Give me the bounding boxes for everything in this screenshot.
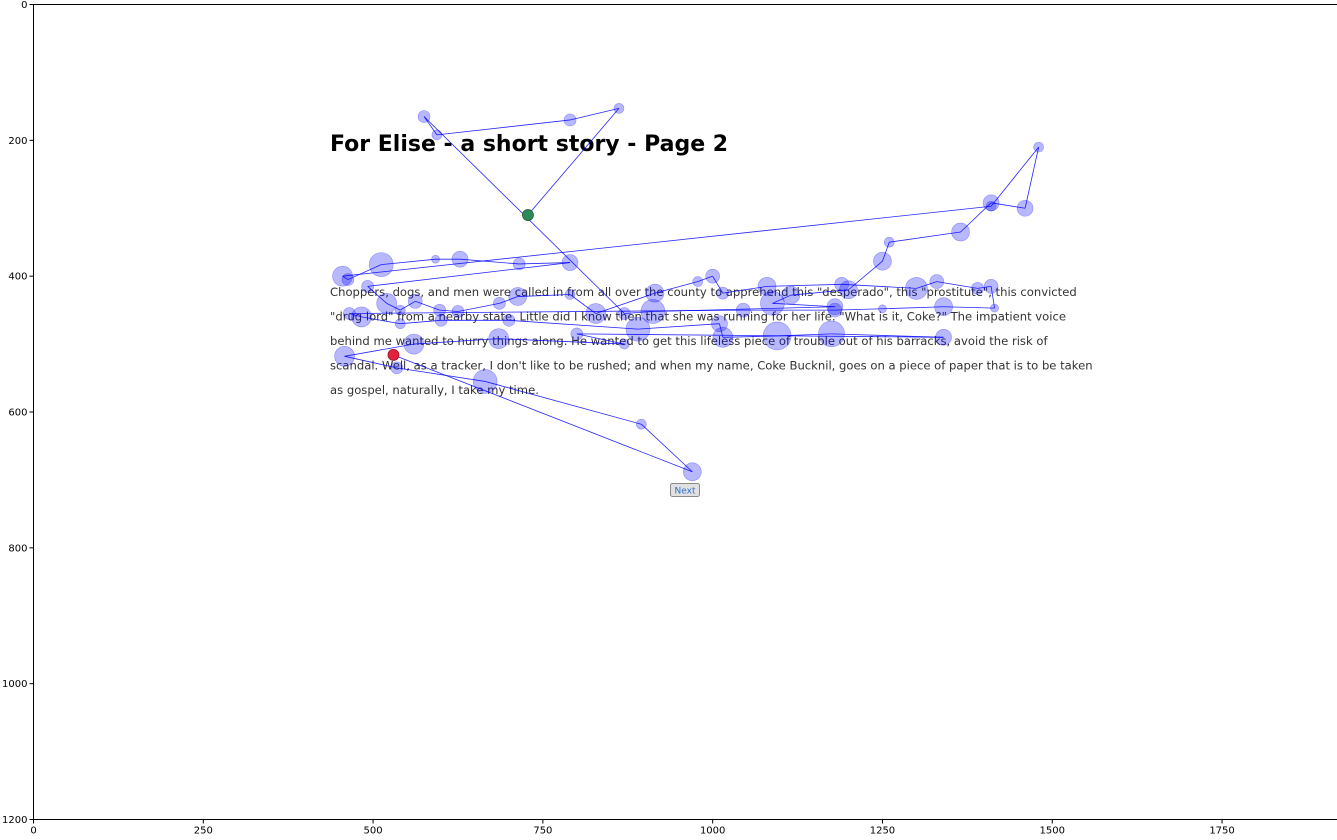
x-tick-label: 1250: [870, 826, 895, 837]
y-tick-label: 400: [8, 272, 27, 283]
fixation-point: [930, 275, 944, 289]
fixation-point: [452, 305, 464, 317]
fixation-point: [418, 111, 430, 123]
fixation-point: [503, 314, 515, 326]
fixation-point: [618, 308, 630, 320]
next-button[interactable]: Next: [671, 484, 700, 497]
fixation-point: [763, 322, 791, 350]
x-tick-label: 500: [364, 826, 383, 837]
fixation-point: [828, 303, 842, 317]
fixation-point: [935, 298, 953, 316]
fixation-point: [432, 130, 442, 140]
fixation-point: [493, 297, 505, 309]
fixation-point: [404, 334, 424, 354]
fixation-point: [513, 258, 525, 270]
fixation-point: [986, 201, 996, 211]
paragraph-line-1: Choppers, dogs, and men were called in f…: [330, 285, 1077, 299]
y-tick-label: 600: [8, 408, 27, 419]
fixation-point: [452, 251, 468, 267]
fixation-point: [819, 321, 845, 347]
fixation-point: [683, 463, 701, 481]
fixation-point: [835, 277, 849, 291]
fixation-point: [884, 237, 894, 247]
fixation-point: [408, 294, 422, 308]
fixation-point: [473, 369, 497, 393]
y-tick-label: 0: [21, 0, 27, 11]
fixation-point: [342, 274, 354, 286]
fixation-point: [335, 346, 355, 366]
x-tick-label: 250: [194, 826, 213, 837]
fixation-point: [991, 304, 999, 312]
fixation-point: [873, 252, 891, 270]
y-tick-label: 200: [8, 136, 27, 147]
fixation-point: [571, 328, 583, 340]
fixation-point: [377, 293, 397, 313]
scanpath-start-marker: [522, 210, 533, 221]
fixation-point: [619, 339, 629, 349]
y-tick-label: 1200: [2, 815, 27, 826]
fixation-point: [936, 329, 952, 345]
fixation-point: [391, 362, 403, 374]
fixation-point: [564, 114, 576, 126]
y-tick-label: 800: [8, 543, 27, 554]
fixation-point: [614, 103, 624, 113]
x-tick-label: 1000: [700, 826, 725, 837]
fixation-point: [565, 290, 575, 300]
fixation-point: [509, 288, 527, 306]
fixation-point: [713, 327, 733, 347]
fixation-point: [972, 282, 984, 294]
fixation-point: [369, 253, 393, 277]
fixation-point: [758, 277, 776, 295]
y-tick-label: 1000: [2, 679, 27, 690]
fixation-point: [435, 314, 447, 326]
fixation-point: [905, 277, 927, 299]
fixation-point: [352, 307, 372, 327]
fixation-point: [586, 304, 606, 324]
fixation-point: [706, 269, 720, 283]
fixation-point: [1017, 200, 1033, 216]
fixation-point: [952, 223, 970, 241]
fixation-point: [395, 319, 405, 329]
fixation-point: [626, 317, 650, 341]
fixation-point: [984, 279, 998, 293]
page-title: For Elise - a short story - Page 2: [330, 132, 728, 157]
fixation-point: [636, 419, 646, 429]
x-tick-label: 0: [30, 826, 36, 837]
paragraph-line-5: as gospel, naturally, I take my time.: [330, 383, 539, 397]
scanpath-end-marker: [388, 349, 399, 360]
paragraph-line-4: scandal. Well, as a tracker, I don't lik…: [330, 359, 1093, 373]
x-tick-label: 1500: [1040, 826, 1065, 837]
fixation-point: [562, 255, 578, 271]
fixation-point: [717, 287, 729, 299]
fixation-point: [362, 280, 374, 292]
x-tick-label: 1750: [1209, 826, 1234, 837]
fixation-point: [878, 305, 886, 313]
fixation-point: [489, 329, 509, 349]
next-button-label[interactable]: Next: [675, 487, 696, 497]
fixation-point: [693, 277, 703, 287]
fixation-point: [782, 286, 800, 304]
x-tick-label: 750: [533, 826, 552, 837]
fixation-point: [646, 284, 664, 302]
fixation-point: [395, 305, 405, 315]
fixation-point: [736, 303, 750, 317]
fixation-point: [432, 255, 440, 263]
fixation-point: [1034, 142, 1044, 152]
